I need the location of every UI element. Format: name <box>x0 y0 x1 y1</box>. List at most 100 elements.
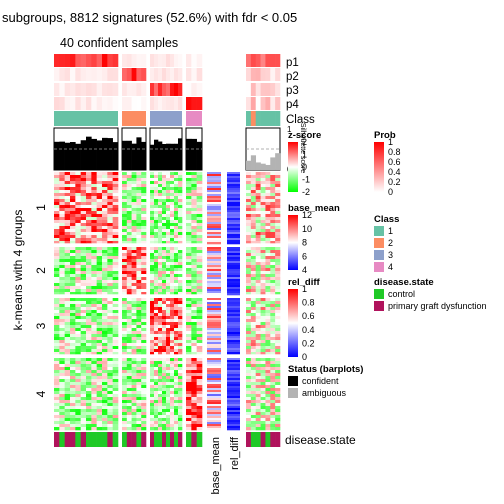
heatmap-cell <box>80 256 87 260</box>
heatmap-cell <box>265 382 271 386</box>
heatmap-cell <box>70 187 76 191</box>
heatmap-cell <box>178 328 183 332</box>
heatmap-cell <box>196 406 203 410</box>
heatmap-cell <box>162 388 167 392</box>
prob-cell <box>250 68 257 81</box>
heatmap-cell <box>154 412 159 416</box>
heatmap-cell <box>54 385 60 389</box>
rel-diff-axis-label: rel_diff <box>229 436 241 470</box>
heatmap-cell <box>275 340 281 344</box>
heatmap-cell <box>107 334 113 338</box>
heatmap-cell <box>246 346 252 350</box>
heatmap-cell <box>265 298 271 302</box>
heatmap-cell <box>126 394 132 398</box>
prob-cell <box>131 83 137 96</box>
heatmap-cell <box>170 349 175 353</box>
heatmap-cell <box>64 199 71 203</box>
heatmap-cell <box>250 334 257 338</box>
heatmap-cell <box>178 370 183 374</box>
heatmap-cell <box>170 172 175 176</box>
heatmap-cell <box>70 316 76 320</box>
heatmap-cell <box>141 241 147 244</box>
heatmap-cell <box>141 382 147 386</box>
heatmap-cell <box>246 304 252 308</box>
heatmap-cell <box>162 289 167 293</box>
heatmap-cell <box>150 262 155 266</box>
heatmap-cell <box>265 376 271 380</box>
heatmap-cell <box>250 322 257 326</box>
heatmap-cell <box>75 232 81 236</box>
heatmap-cell <box>91 310 97 314</box>
heatmap-cell <box>154 211 159 215</box>
heatmap-cell <box>70 367 76 371</box>
heatmap-cell <box>170 328 175 332</box>
heatmap-cell <box>107 382 113 386</box>
heatmap-cell <box>91 352 97 355</box>
heatmap-cell <box>150 409 155 413</box>
heatmap-cell <box>191 313 197 317</box>
heatmap-cell <box>170 343 175 347</box>
heatmap-cell <box>59 265 65 269</box>
heatmap-cell <box>178 319 183 323</box>
heatmap-cell <box>107 199 113 203</box>
heatmap-cell <box>64 193 71 197</box>
heatmap-cell <box>166 298 171 302</box>
heatmap-cell <box>170 175 175 179</box>
heatmap-cell <box>102 328 108 332</box>
heatmap-cell <box>122 403 128 407</box>
heatmap-cell <box>255 337 261 341</box>
heatmap-cell <box>80 283 87 287</box>
class-band-3 <box>150 111 182 126</box>
heatmap-cell <box>150 304 155 308</box>
heatmap-cell <box>260 217 266 221</box>
heatmap-cell <box>64 271 71 275</box>
heatmap-cell <box>275 274 281 278</box>
prob-cell <box>91 83 97 96</box>
base-mean-cell <box>207 293 221 296</box>
heatmap-cell <box>107 319 113 323</box>
legend-colorbar <box>288 289 298 357</box>
heatmap-cell <box>270 331 276 335</box>
heatmap-cell <box>150 277 155 281</box>
heatmap-cell <box>150 208 155 212</box>
heatmap-cell <box>70 334 76 338</box>
legend-title-6: disease.state <box>374 277 434 288</box>
heatmap-cell <box>158 406 163 410</box>
heatmap-cell <box>246 238 252 242</box>
row-group-label-4: 4 <box>34 390 48 397</box>
prob-cell <box>70 54 76 67</box>
silhouette-bar <box>91 138 97 170</box>
heatmap-cell <box>136 397 142 401</box>
heatmap-cell <box>270 256 276 260</box>
heatmap-cell <box>59 289 65 293</box>
heatmap-cell <box>270 226 276 230</box>
heatmap-cell <box>250 400 257 404</box>
heatmap-cell <box>126 259 132 263</box>
heatmap-cell <box>54 397 60 401</box>
heatmap-cell <box>131 172 137 176</box>
rel-diff-cell <box>227 346 240 349</box>
heatmap-cell <box>102 172 108 176</box>
heatmap-cell <box>170 193 175 197</box>
heatmap-cell <box>191 283 197 287</box>
heatmap-cell <box>136 301 142 305</box>
heatmap-cell <box>246 217 252 221</box>
heatmap-cell <box>178 211 183 215</box>
legend-swatch <box>288 388 298 398</box>
heatmap-cell <box>158 271 163 275</box>
heatmap-cell <box>75 379 81 383</box>
heatmap-cell <box>191 391 197 395</box>
heatmap-cell <box>162 343 167 347</box>
heatmap-cell <box>80 238 87 242</box>
heatmap-cell <box>186 328 192 332</box>
prob-cell <box>54 68 60 81</box>
heatmap-cell <box>170 238 175 242</box>
heatmap-cell <box>102 427 108 431</box>
heatmap-cell <box>162 418 167 422</box>
rel-diff-cell <box>227 324 240 327</box>
heatmap-cell <box>122 175 128 179</box>
base-mean-cell <box>207 376 221 379</box>
heatmap-cell <box>102 400 108 404</box>
heatmap-cell <box>150 268 155 272</box>
heatmap-cell <box>141 322 147 326</box>
